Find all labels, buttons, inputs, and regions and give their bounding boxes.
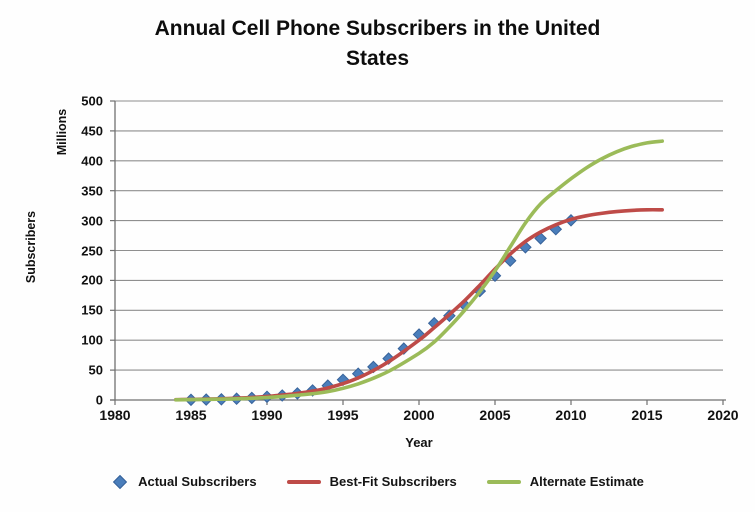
chart-title-line1: Annual Cell Phone Subscribers in the Uni… xyxy=(154,17,601,40)
legend: Actual Subscribers Best-Fit Subscribers … xyxy=(0,474,755,489)
y-tick-label-250: 250 xyxy=(81,243,103,258)
y-tick-label-200: 200 xyxy=(81,272,103,288)
chart-title-line2: States xyxy=(345,46,410,70)
y-tick-label-400: 400 xyxy=(81,153,103,169)
y-tick-label-150: 150 xyxy=(81,302,103,318)
line-marker-icon xyxy=(286,479,321,484)
legend-item-actual-subscribers: Actual Subscribers xyxy=(111,474,257,489)
legend-item-alternate-estimate: Alternate Estimate xyxy=(486,474,644,489)
diamond-marker-icon xyxy=(113,474,128,489)
legend-label: Best-Fit Subscribers xyxy=(329,474,457,489)
y-tick-label-300: 300 xyxy=(81,213,103,229)
x-tick-label-1980: 1980 xyxy=(99,407,131,423)
y-tick-label-0: 0 xyxy=(95,392,103,408)
legend-label: Actual Subscribers xyxy=(138,474,257,489)
x-tick-label-1995: 1995 xyxy=(327,407,359,423)
y-tick-label-450: 450 xyxy=(81,123,103,139)
x-tick-label-2005: 2005 xyxy=(479,407,511,423)
y-tick-label-100: 100 xyxy=(81,332,103,348)
y-tick-label-500: 500 xyxy=(81,93,103,109)
x-tick-label-2010: 2010 xyxy=(555,407,587,423)
x-tick-label-2020: 2020 xyxy=(707,407,739,423)
x-axis-title: Year xyxy=(405,435,433,450)
x-tick-label-2000: 2000 xyxy=(403,407,435,423)
x-tick-label-1985: 1985 xyxy=(175,407,207,423)
x-tick-label-2015: 2015 xyxy=(631,407,663,423)
x-tick-label-1990: 1990 xyxy=(251,407,283,423)
line-marker-icon xyxy=(486,479,521,484)
y-tick-label-350: 350 xyxy=(81,183,103,199)
y-tick-label-50: 50 xyxy=(88,362,103,378)
legend-label: Alternate Estimate xyxy=(529,474,644,489)
chart-title: Annual Cell Phone Subscribers in the Uni… xyxy=(0,14,755,74)
legend-item-best-fit-subscribers: Best-Fit Subscribers xyxy=(286,474,457,489)
